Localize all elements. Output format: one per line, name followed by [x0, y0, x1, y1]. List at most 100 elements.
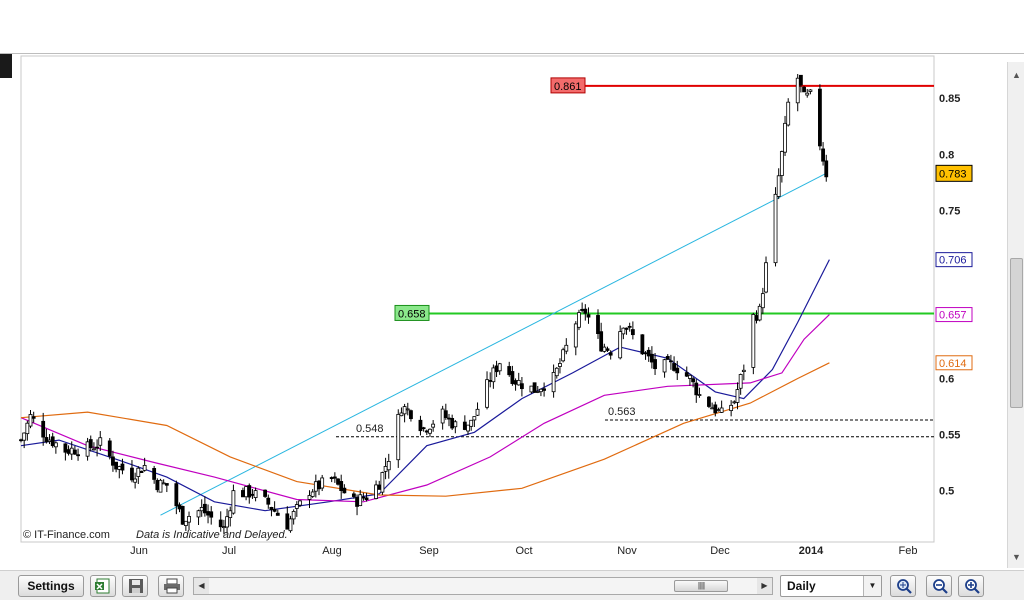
- candle-body: [180, 505, 185, 525]
- candle-body: [120, 463, 125, 471]
- excel-icon[interactable]: [90, 575, 116, 597]
- x-tick-label-Dec: Dec: [710, 545, 730, 557]
- candle-body: [754, 315, 759, 321]
- candle-body: [41, 420, 46, 438]
- candle-body: [225, 516, 229, 528]
- candle-body: [228, 510, 233, 518]
- indicator-tag-0.706: 0.706: [939, 255, 967, 267]
- candle-body: [31, 416, 36, 419]
- candle-body: [824, 160, 829, 178]
- disclaimer-text: Data is Indicative and Delayed.: [136, 529, 288, 541]
- candle-body: [605, 348, 610, 351]
- candle-body: [684, 372, 689, 377]
- candle-body: [542, 388, 546, 391]
- candle-body: [665, 356, 670, 360]
- price-chart[interactable]: 0.861 0.658 0.563 0.548 Jun Jul Aug Sep Oct Nov D…: [18, 54, 1006, 568]
- candle-body: [694, 382, 699, 396]
- candle-body: [516, 380, 521, 386]
- chart-toolbar: Settings ◀ |||||| ▶ Daily ▼: [0, 570, 1024, 600]
- candle-body: [764, 262, 768, 293]
- candle-body: [158, 479, 163, 493]
- candle-body: [88, 439, 93, 449]
- x-tick-label-Sep: Sep: [419, 545, 439, 557]
- candle-body: [98, 437, 103, 446]
- x-tick-label-Nov: Nov: [617, 545, 637, 557]
- candle-body: [209, 511, 214, 518]
- candle-body: [291, 511, 296, 520]
- candle-body: [818, 88, 822, 147]
- candle-body: [497, 363, 502, 372]
- candle-body: [649, 353, 654, 363]
- candle-body: [729, 404, 734, 411]
- scroll-up-icon[interactable]: ▲: [1012, 70, 1021, 80]
- candle-body: [139, 470, 144, 473]
- candle-body: [529, 385, 534, 393]
- top-divider: [0, 53, 1024, 54]
- candle-body: [409, 410, 413, 420]
- candle-body: [783, 122, 787, 153]
- period-value: Daily: [787, 579, 816, 593]
- candle-body: [418, 419, 423, 432]
- candle-body: [253, 490, 258, 498]
- zoom-fit-icon[interactable]: [890, 575, 916, 597]
- candle-body: [358, 494, 363, 507]
- scroll-down-icon[interactable]: ▼: [1012, 552, 1021, 562]
- vertical-scrollbar[interactable]: ▲ ▼: [1007, 62, 1024, 568]
- candle-body: [494, 365, 499, 373]
- candle-body: [646, 349, 651, 357]
- candle-body: [53, 442, 58, 448]
- indicator-tag-box-0.657: [935, 307, 973, 323]
- level-label-box-0.658: [394, 304, 430, 321]
- candle-body: [76, 454, 80, 457]
- candle-body: [355, 497, 359, 507]
- zoom-out-icon[interactable]: [926, 575, 952, 597]
- candle-body: [719, 407, 724, 413]
- candle-body: [462, 421, 467, 430]
- candle-body: [488, 380, 493, 382]
- candle-body: [786, 101, 791, 126]
- scroll-right-icon[interactable]: ▶: [757, 578, 772, 594]
- candle-body: [431, 423, 436, 428]
- candle-body: [339, 481, 344, 492]
- indicator-tag-box-0.706: [935, 252, 973, 268]
- level-label-0.548: 0.548: [356, 423, 384, 435]
- candle-body: [599, 331, 604, 352]
- x-tick-label-Oct: Oct: [515, 545, 532, 557]
- candle-body: [272, 508, 277, 512]
- candle-body: [532, 382, 537, 393]
- candle-body: [402, 406, 407, 415]
- y-tick-label-0.75: 0.75: [939, 205, 960, 217]
- candle-body: [174, 483, 179, 507]
- save-icon[interactable]: [122, 575, 148, 597]
- scroll-left-icon[interactable]: ◀: [194, 578, 209, 594]
- y-tick-label-0.5: 0.5: [939, 486, 954, 498]
- candle-body: [183, 520, 188, 526]
- candle-body: [142, 464, 147, 471]
- print-icon[interactable]: [158, 575, 184, 597]
- horizontal-scroll-thumb[interactable]: ||||||: [674, 580, 728, 592]
- zoom-in-icon[interactable]: [958, 575, 984, 597]
- candle-body: [221, 526, 226, 529]
- candle-body: [707, 396, 711, 407]
- candle-body: [507, 366, 512, 376]
- candle-body: [561, 349, 566, 362]
- settings-button[interactable]: Settings: [18, 575, 84, 597]
- candle-body: [586, 314, 591, 318]
- period-select[interactable]: Daily ▼: [780, 575, 882, 597]
- candle-body: [161, 482, 166, 485]
- candle-body: [187, 516, 191, 523]
- chart-canvas[interactable]: 0.861 0.658 0.563 0.548 Jun Jul Aug Sep Oct Nov D…: [18, 54, 1006, 568]
- candle-body: [244, 486, 248, 498]
- candle-body: [573, 323, 578, 348]
- candle-body: [199, 507, 204, 512]
- horizontal-scrollbar[interactable]: ◀ |||||| ▶: [193, 577, 773, 595]
- indicator-tag-0.657: 0.657: [939, 310, 967, 322]
- candle-body: [164, 483, 169, 486]
- candle-body: [627, 325, 632, 328]
- candle-body: [554, 367, 559, 377]
- candle-body: [798, 74, 803, 86]
- vertical-scroll-thumb[interactable]: [1010, 258, 1023, 408]
- chevron-down-icon[interactable]: ▼: [863, 576, 881, 596]
- candle-body: [738, 374, 743, 389]
- candle-body: [241, 490, 245, 498]
